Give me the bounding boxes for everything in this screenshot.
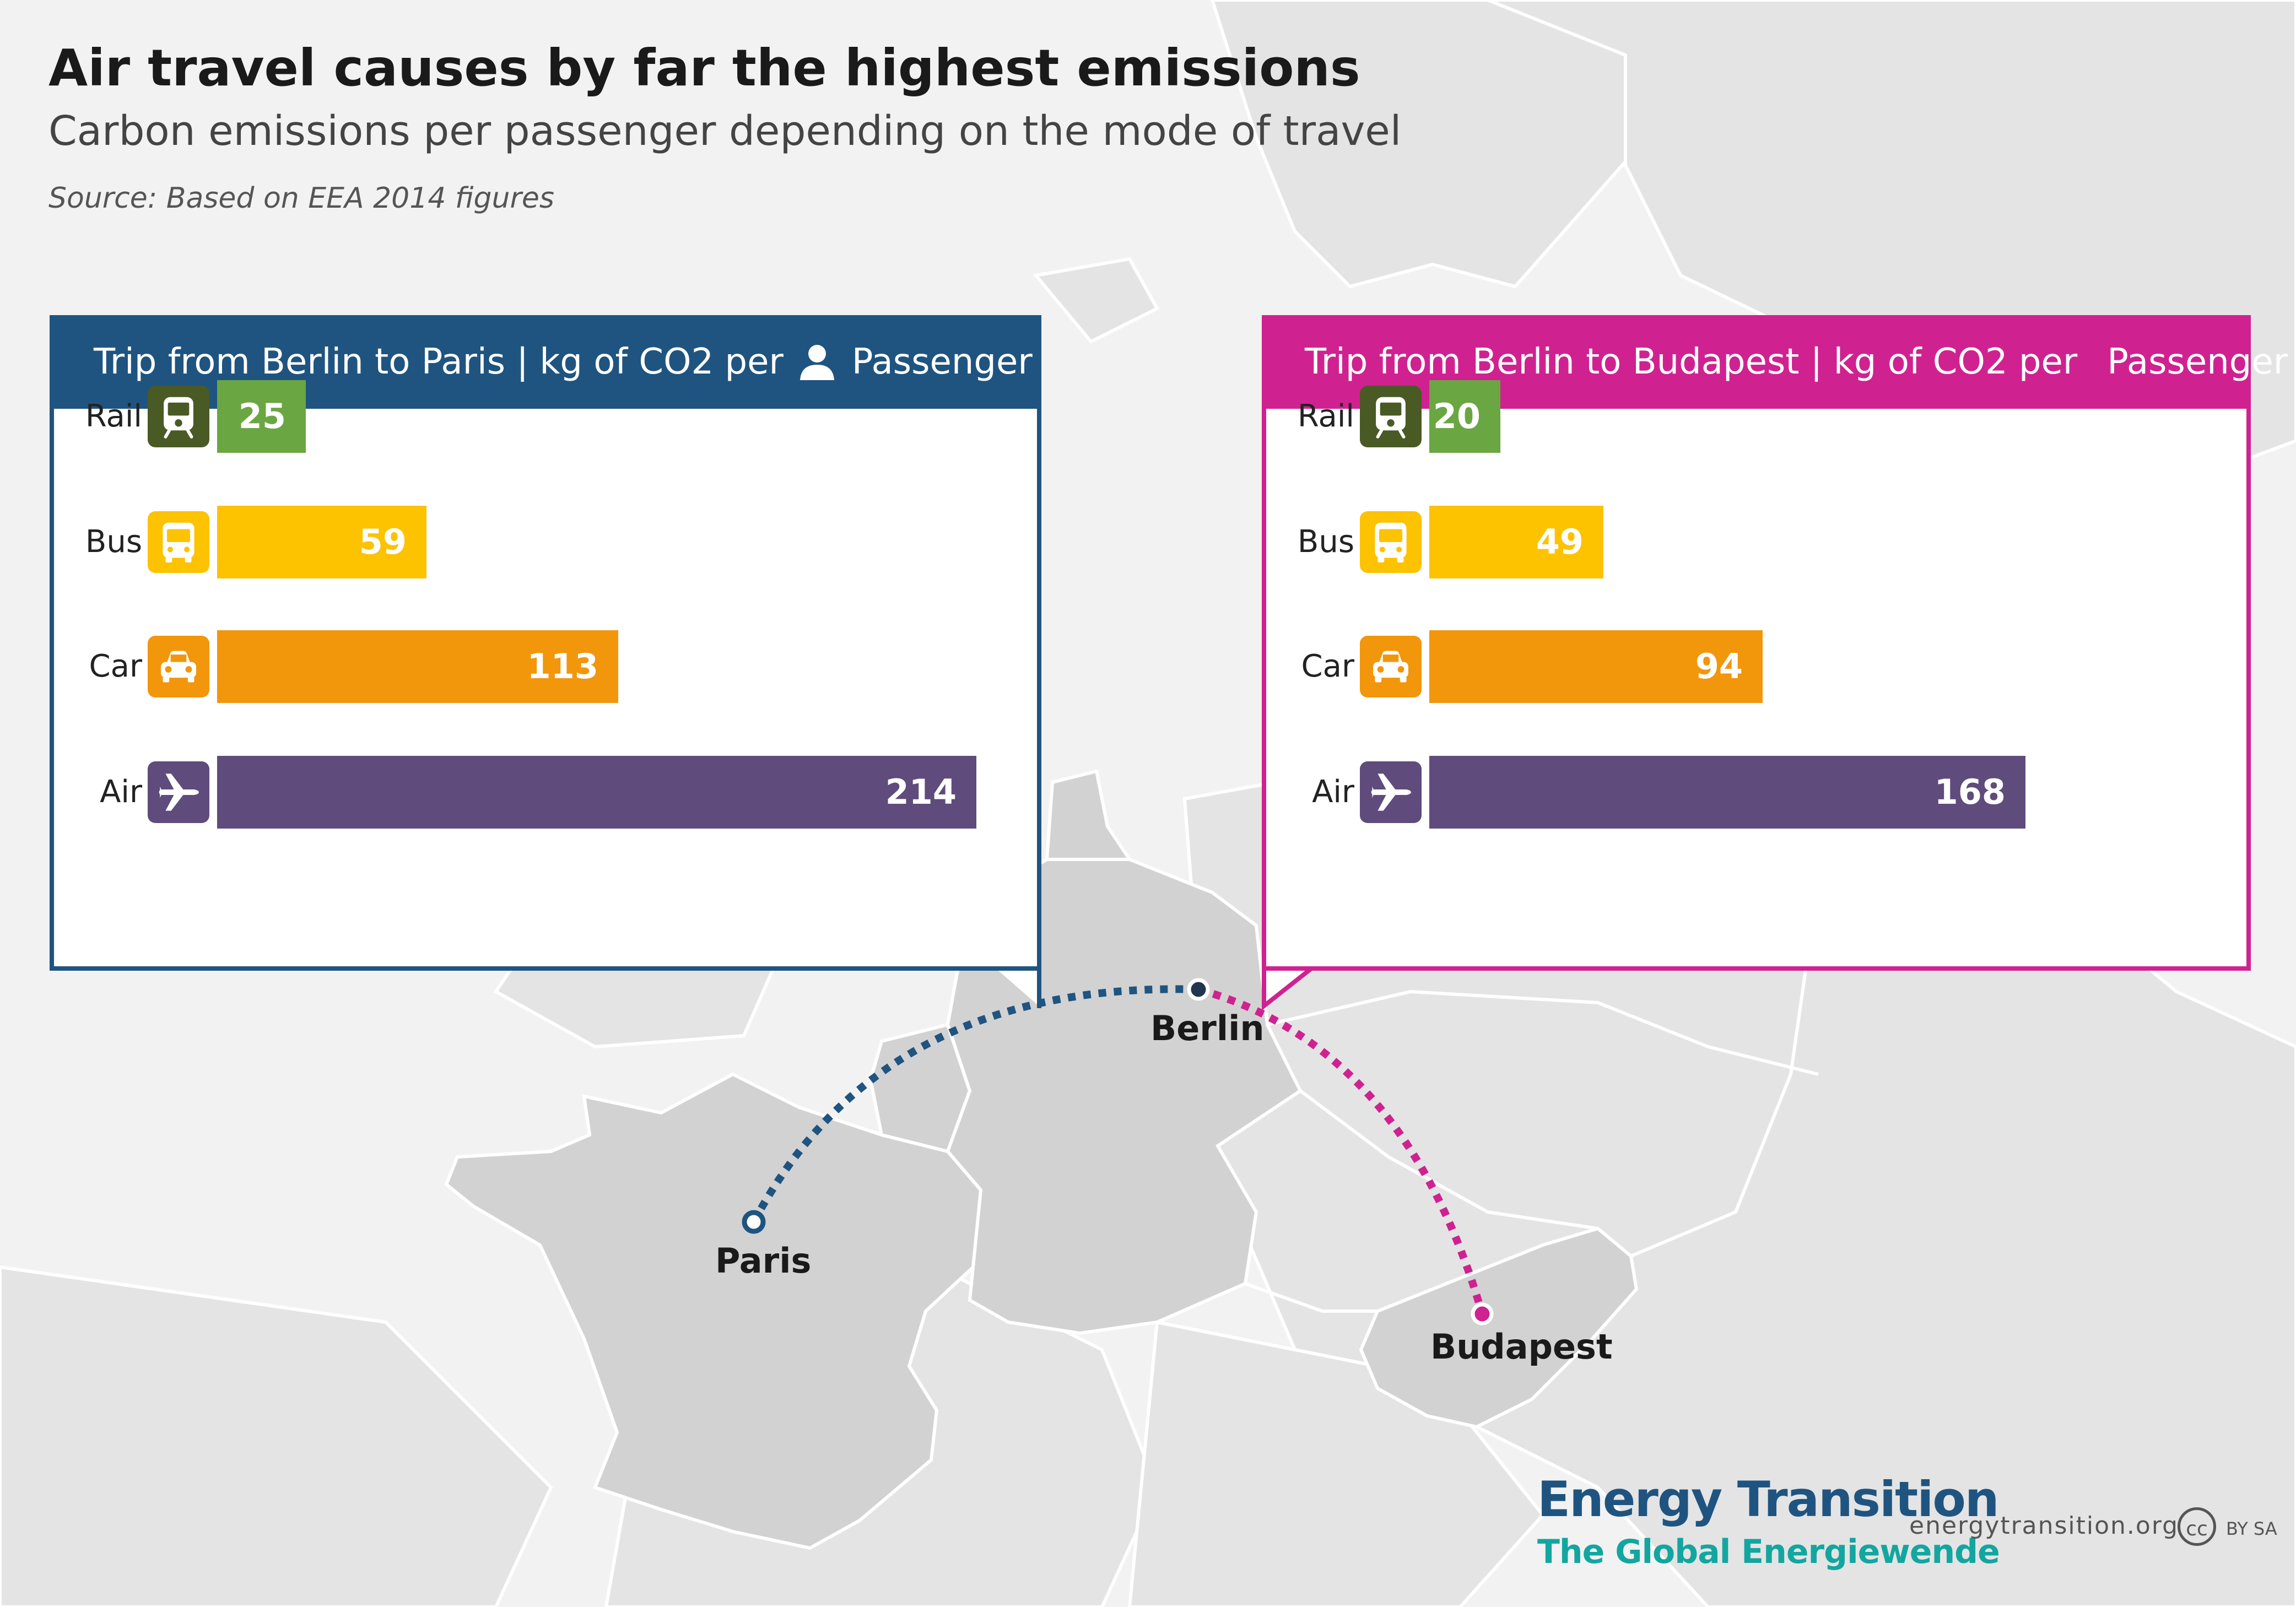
passenger-icon <box>799 345 834 380</box>
category-label: Car <box>89 648 142 684</box>
plane-icon <box>1360 761 1422 823</box>
category-label: Air <box>1312 774 1354 810</box>
budapest-marker <box>1471 1302 1494 1325</box>
source-note: Source: Based on EEA 2014 figures <box>48 182 554 215</box>
bar-air: 214 <box>217 756 976 829</box>
chart-title: Trip from Berlin to Budapest | kg of CO2… <box>1305 342 2078 382</box>
chart-title-suffix: Passenger <box>2107 342 2288 382</box>
bar-row-car: Car 113 <box>54 630 1037 703</box>
chart-panel-berlin-budapest: Trip from Berlin to Budapest | kg of CO2… <box>1262 315 2288 971</box>
bar-car: 94 <box>1429 630 1763 703</box>
chart-panel-berlin-paris: Trip from Berlin to Paris | kg of CO2 pe… <box>50 315 1041 971</box>
license-label: BY SA <box>2226 1518 2277 1539</box>
bus-icon <box>148 511 209 573</box>
bar-car: 113 <box>217 630 618 703</box>
bar-row-bus: Bus 49 <box>1266 506 2246 578</box>
bar-bus: 59 <box>217 506 426 578</box>
logo-tagline: The Global Energiewende <box>1537 1533 2000 1571</box>
category-label: Rail <box>1297 398 1354 434</box>
plane-icon <box>148 761 209 823</box>
page-title: Air travel causes by far the highest emi… <box>48 39 1360 98</box>
creative-commons-icon: cc <box>2178 1507 2216 1546</box>
berlin-marker <box>1187 978 1210 1001</box>
chart-title-suffix: Passenger <box>851 342 1033 382</box>
chart-header: Trip from Berlin to Paris | kg of CO2 pe… <box>50 315 1041 409</box>
category-label: Car <box>1301 648 1354 684</box>
car-icon <box>148 636 209 697</box>
bar-rail: 25 <box>217 380 306 453</box>
bar-rail: 20 <box>1429 380 1500 453</box>
bar-row-air: Air 168 <box>1266 756 2246 829</box>
page-subtitle: Carbon emissions per passenger depending… <box>48 107 1402 155</box>
paris-marker <box>742 1210 766 1234</box>
chart-header: Trip from Berlin to Budapest | kg of CO2… <box>1262 315 2288 409</box>
city-label-berlin: Berlin <box>1150 1008 1265 1048</box>
website-link[interactable]: energytransition.org <box>1909 1512 2179 1540</box>
logo-energy-transition: Energy Transition <box>1537 1471 2000 1528</box>
bar-bus: 49 <box>1429 506 1603 578</box>
train-icon <box>148 386 209 447</box>
bar-row-car: Car 94 <box>1266 630 2246 703</box>
bar-air: 168 <box>1429 756 2025 829</box>
category-label: Air <box>100 774 142 810</box>
category-label: Rail <box>85 398 142 434</box>
bar-row-bus: Bus 59 <box>54 506 1037 578</box>
bar-row-rail: Rail 20 <box>1266 380 2246 453</box>
city-label-budapest: Budapest <box>1430 1327 1613 1367</box>
train-icon <box>1360 386 1422 447</box>
bar-row-rail: Rail 25 <box>54 380 1037 453</box>
car-icon <box>1360 636 1422 697</box>
bus-icon <box>1360 511 1422 573</box>
category-label: Bus <box>85 524 142 560</box>
category-label: Bus <box>1297 524 1354 560</box>
bar-row-air: Air 214 <box>54 756 1037 829</box>
city-label-paris: Paris <box>715 1241 812 1281</box>
chart-title: Trip from Berlin to Paris | kg of CO2 pe… <box>94 342 784 382</box>
